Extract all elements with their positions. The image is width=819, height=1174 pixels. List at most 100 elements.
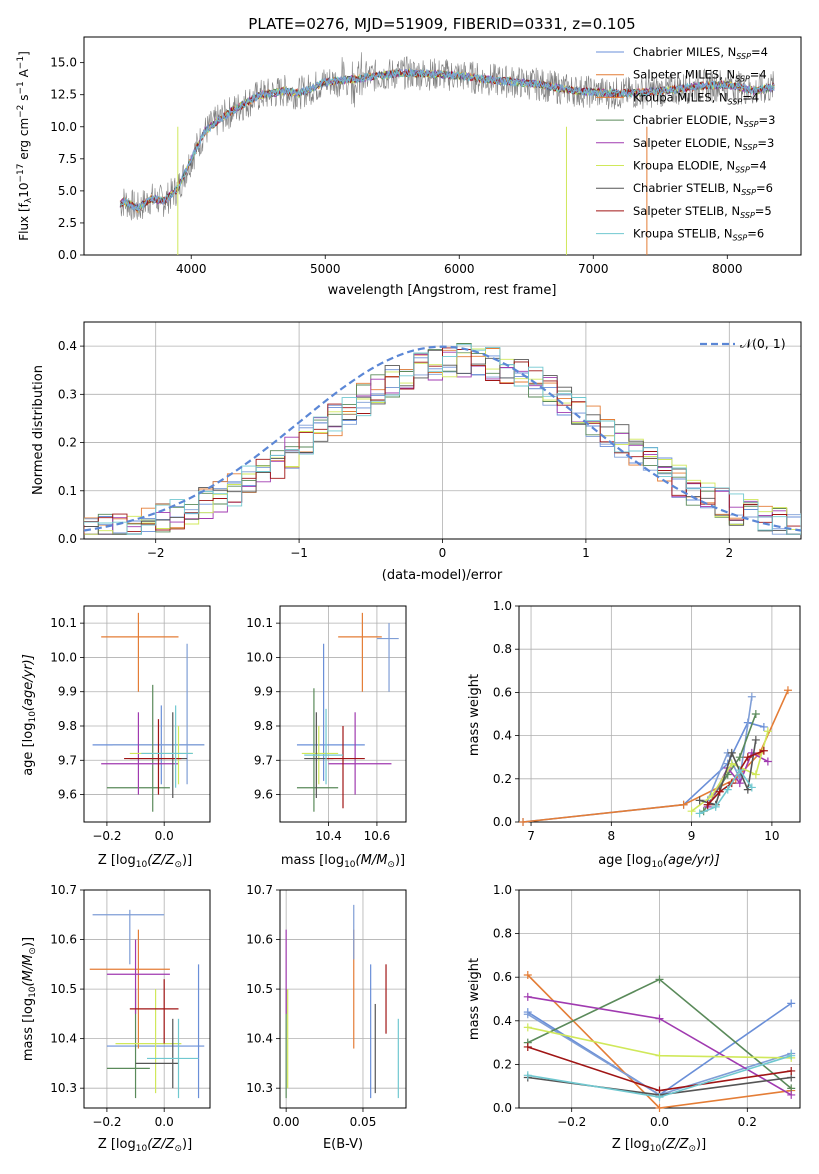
mwage-ylabel: mass weight xyxy=(467,674,482,756)
mass-weight-marker xyxy=(735,779,744,788)
y-tick-label: 10.1 xyxy=(50,616,77,630)
mwz-ylabel: mass weight xyxy=(467,958,482,1040)
y-tick-label: 0.1 xyxy=(58,484,77,498)
y-tick-label: 9.6 xyxy=(58,788,77,802)
x-tick-label: 5000 xyxy=(310,262,341,276)
y-tick-label: 0.0 xyxy=(58,248,77,262)
mass-weight-marker xyxy=(747,783,756,792)
mass-weight-marker xyxy=(751,735,760,744)
y-tick-label: 10.7 xyxy=(50,883,77,897)
agez-xlabel: Z [log10(Z/Z⊙)] xyxy=(98,853,192,870)
mass-weight-marker xyxy=(655,975,664,984)
agez-ylabel: age [log10(age/yr)] xyxy=(21,654,38,776)
mass-weight-marker xyxy=(695,809,704,818)
mass-weight-marker xyxy=(687,807,696,816)
y-tick-label: 0.2 xyxy=(58,436,77,450)
y-tick-label: 0.3 xyxy=(58,387,77,401)
y-tick-label: 2.5 xyxy=(58,216,77,230)
axes-frame xyxy=(83,889,211,1109)
x-tick-label: 0.0 xyxy=(650,1115,669,1129)
legend-entry: Salpeter ELODIE, NSSP=3 xyxy=(633,136,774,152)
y-tick-label: 9.7 xyxy=(254,753,273,767)
y-tick-label: 10.1 xyxy=(246,616,273,630)
y-tick-label: 10.5 xyxy=(50,982,77,996)
y-tick-label: 7.5 xyxy=(58,152,77,166)
mass-weight-marker xyxy=(519,818,528,826)
mass-weight-marker xyxy=(735,753,744,762)
legend-entry: Salpeter STELIB, NSSP=5 xyxy=(633,204,772,220)
y-tick-label: 1.0 xyxy=(493,883,512,897)
mass-weight-marker xyxy=(747,692,756,701)
x-tick-label: −0.2 xyxy=(557,1115,586,1129)
mass-weight-marker xyxy=(523,1023,532,1032)
y-tick-label: 9.9 xyxy=(58,685,77,699)
x-tick-label: 0.0 xyxy=(155,829,174,843)
y-tick-label: 0.6 xyxy=(493,685,512,699)
x-tick-label: −0.2 xyxy=(92,1115,121,1129)
mass-weight-marker xyxy=(707,792,716,801)
legend-entry: Chabrier STELIB, NSSP=6 xyxy=(633,181,773,197)
y-tick-label: 0.0 xyxy=(493,1101,512,1115)
massweight-vs-z-panel: Z [log10(Z/Z⊙)] mass weight −0.2 0.0 0.2 0.… xyxy=(467,883,801,1154)
mass-weight-marker xyxy=(743,785,752,794)
y-tick-label: 12.5 xyxy=(50,88,77,102)
mass-weight-marker xyxy=(787,1090,796,1099)
mass-weight-marker xyxy=(655,1014,664,1023)
y-tick-label: 0.6 xyxy=(493,970,512,984)
massebv-xlabel: E(B-V) xyxy=(323,1137,363,1152)
axes-frame xyxy=(83,36,802,256)
legend-entry: Salpeter MILES, NSSP=4 xyxy=(633,68,767,84)
mass-weight-marker xyxy=(751,770,760,779)
axes-frame xyxy=(279,605,407,823)
mass-weight-marker xyxy=(523,1042,532,1051)
mass-weight-marker xyxy=(759,722,768,731)
mass-weight-marker xyxy=(787,1066,796,1075)
x-tick-label: −2 xyxy=(147,546,165,560)
massz-ylabel: mass [log10(M/M⊙)] xyxy=(21,937,38,1061)
mass-weight-marker xyxy=(787,1051,796,1060)
x-tick-label: 0 xyxy=(439,546,447,560)
mass-weight-marker xyxy=(763,727,772,736)
spectrum-ylabel: Flux [fλ10−17 erg cm−2 s−1 A−1] xyxy=(16,51,34,241)
mass-vs-ebv-panel: E(B-V) 0.00 0.05 10.3 10.4 10.5 10.6 10.7 xyxy=(246,883,407,1152)
mass-weight-marker xyxy=(759,746,768,755)
residual-histogram-step xyxy=(84,344,801,535)
residual-histogram-step xyxy=(84,351,801,535)
spectrum-title: PLATE=0276, MJD=51909, FIBERID=0331, z=0… xyxy=(248,15,635,33)
y-tick-label: 0.8 xyxy=(493,927,512,941)
mass-weight-marker xyxy=(523,971,532,980)
legend-entry: Kroupa STELIB, NSSP=6 xyxy=(633,227,764,243)
y-tick-label: 0.4 xyxy=(493,1014,512,1028)
mass-weight-marker xyxy=(727,748,736,757)
y-tick-label: 10.0 xyxy=(246,650,273,664)
x-tick-label: 0.05 xyxy=(350,1115,377,1129)
axes-frame xyxy=(518,605,801,823)
y-tick-label: 10.4 xyxy=(246,1032,273,1046)
legend-entry: Kroupa MILES, NSSP=4 xyxy=(633,90,759,106)
mwz-xlabel: Z [log10(Z/Z⊙)] xyxy=(612,1137,706,1154)
mass-weight-marker xyxy=(523,992,532,1001)
hist-xlabel: (data-model)/error xyxy=(382,568,503,583)
age-vs-mass-panel: mass [log10(M/M⊙)] 10.4 10.6 9.6 9.7 9.8 9.9 1… xyxy=(246,605,407,870)
x-tick-label: 10.4 xyxy=(315,829,342,843)
mass-weight-marker xyxy=(679,800,688,809)
x-tick-label: −0.2 xyxy=(92,829,121,843)
mass-weight-marker xyxy=(695,796,704,805)
mass-weight-marker xyxy=(655,1051,664,1060)
y-tick-label: 9.8 xyxy=(254,719,273,733)
mass-weight-marker xyxy=(703,800,712,809)
spectrum-xlabel: wavelength [Angstrom, rest frame] xyxy=(328,283,557,298)
mass-weight-marker xyxy=(711,802,720,811)
model-spectrum-line xyxy=(119,67,775,213)
legend-entry: Chabrier ELODIE, NSSP=3 xyxy=(633,113,775,129)
y-tick-label: 9.9 xyxy=(254,685,273,699)
x-tick-label: 0.2 xyxy=(738,1115,757,1129)
massweight-vs-age-panel: age [log10(age/yr)] mass weight 7 8 9 10 0.0… xyxy=(467,599,801,870)
x-tick-label: 10.6 xyxy=(364,829,391,843)
y-tick-label: 0.2 xyxy=(493,772,512,786)
x-tick-label: −1 xyxy=(290,546,308,560)
age-vs-z-panel: Z [log10(Z/Z⊙)] age [log10(age/yr)] −0.2… xyxy=(21,605,211,870)
normal-distribution-curve xyxy=(83,345,802,532)
legend-entry: Chabrier MILES, NSSP=4 xyxy=(633,45,768,61)
x-tick-label: 7000 xyxy=(578,262,609,276)
